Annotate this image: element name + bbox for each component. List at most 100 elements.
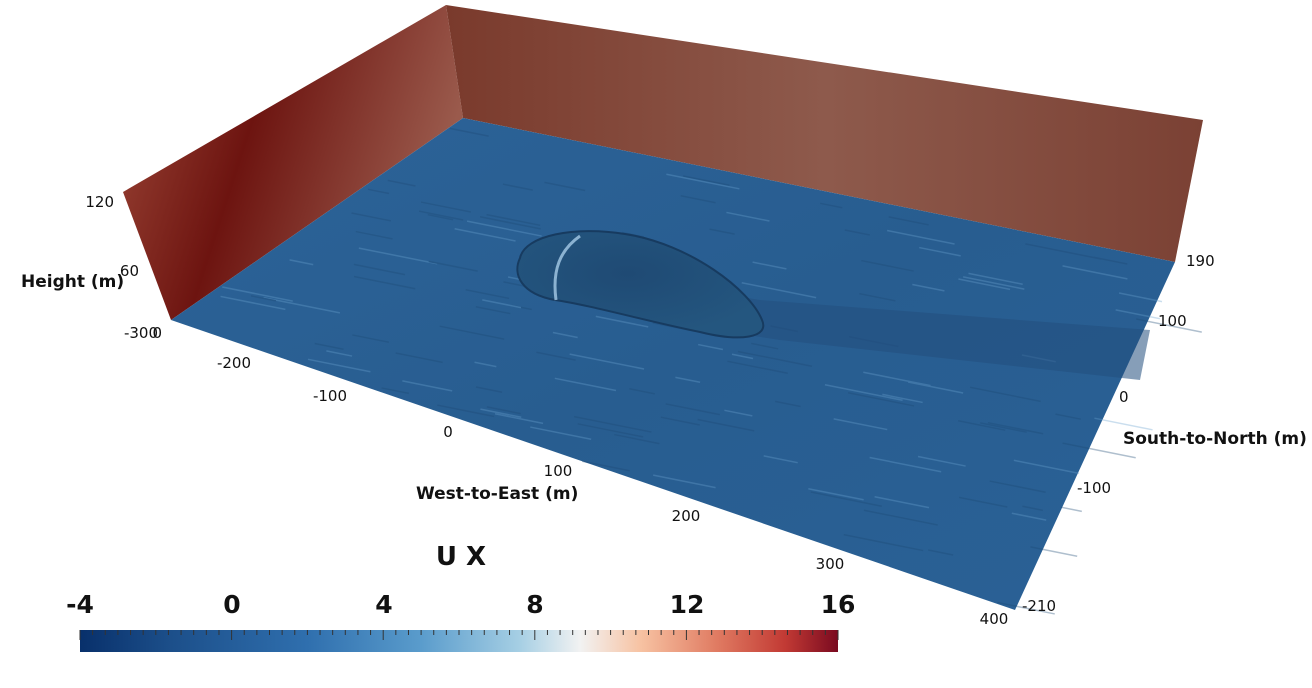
floor-streak [502,183,533,191]
floor-streak [980,422,1027,433]
floor-streak [482,299,522,309]
floor-streak [808,487,864,501]
colorbar-tick-12: 12 [670,590,705,619]
floor-streak [250,295,277,302]
floor-streak [912,283,945,292]
floor-streak [958,278,1011,291]
floor-streak [439,325,505,340]
floor-streak [660,416,700,426]
floor-streak [536,351,576,361]
floor-streak [582,460,630,472]
floor-streak [917,455,966,467]
floor-streak [833,418,888,431]
floor-streak [863,509,938,526]
floor-streak [741,281,817,299]
floor-streak [665,403,720,416]
z-axis-title: Height (m) [21,272,124,292]
x-tick-0: 0 [443,423,453,441]
floor-streak [1022,505,1044,512]
floor-streak [402,380,453,392]
floor-streak [861,259,914,272]
north-wall-slice [446,5,1203,262]
floor-streak [886,229,955,245]
floor-streak [1094,417,1153,431]
floor-streak [418,210,464,221]
floor-streak [629,387,656,395]
floor-streak [675,376,701,384]
floor-streak [737,350,813,367]
z-tick-0: 0 [152,324,162,342]
floor-streak [888,216,929,226]
floor-streak [307,358,371,373]
floor-streak [680,195,716,204]
floor-streak [353,275,416,290]
floor-streak [428,260,478,272]
floor-streak [358,247,438,265]
floor-streak [1055,413,1081,420]
floor-streak [962,276,1025,290]
floor-streak [479,216,541,230]
floor-streak [1060,506,1082,513]
floor-streak [726,211,770,222]
colorbar-tick-8: 8 [526,590,543,619]
floor-streak [475,386,503,393]
floor-streak [724,409,753,417]
floor-streak [869,456,942,473]
floor-streak [395,352,443,364]
floor-streak [698,343,724,351]
floor-streak [683,175,730,186]
floor-streak [1093,256,1128,265]
floor-streak [466,220,542,237]
floor-streak [289,259,314,266]
floor-streak [263,296,341,314]
y-tick-100: 100 [1158,312,1187,330]
z-tick-60: 60 [120,262,139,280]
floor-streak [882,393,923,404]
floor-streak [427,213,454,221]
floor-streak [486,406,521,415]
floor-streak [1136,318,1202,333]
floor-streak [474,361,497,368]
floor-streak [666,173,740,190]
colorbar-title: U X [436,542,486,572]
floor-streak [863,371,931,387]
floor-streak [573,415,652,433]
floor-streak [727,360,788,375]
floor-streak [859,292,896,302]
floor-streak [919,246,961,257]
floor-streak [220,295,286,311]
floor-streak [810,491,882,507]
floor-streak [752,261,787,270]
x-tick-200: 200 [672,507,701,525]
floor-streak [352,334,390,343]
floor-streak [367,188,390,195]
west-wall-slice [123,5,463,320]
floor-streak [1062,442,1136,459]
floor-streak [958,420,1006,431]
floor-streak [511,304,532,311]
colorbar-tick--4: -4 [66,590,94,619]
floor-streak [1118,292,1163,303]
floor-streak [1062,265,1128,280]
floor-streak [1011,512,1047,521]
x-tick--300: -300 [124,324,158,342]
x-axis-title: West-to-East (m) [416,484,578,504]
floor-streak [874,495,930,509]
floor-streak [569,353,645,370]
floor-streak [614,433,660,445]
floor-streak [843,533,924,552]
floor-streak [969,386,1041,403]
floor-streak [454,228,516,242]
x-tick-400: 400 [980,610,1009,628]
floor-streak [1013,459,1080,475]
floor-streak [763,455,798,464]
floor-streak [552,331,578,339]
floor-streak [353,263,406,276]
floor-streak [968,272,1023,285]
floor-streak [530,426,592,440]
y-tick-190: 190 [1186,252,1215,270]
y-tick-0: 0 [1119,388,1129,406]
floor-streak [958,496,1008,508]
floor-streak [907,381,964,394]
